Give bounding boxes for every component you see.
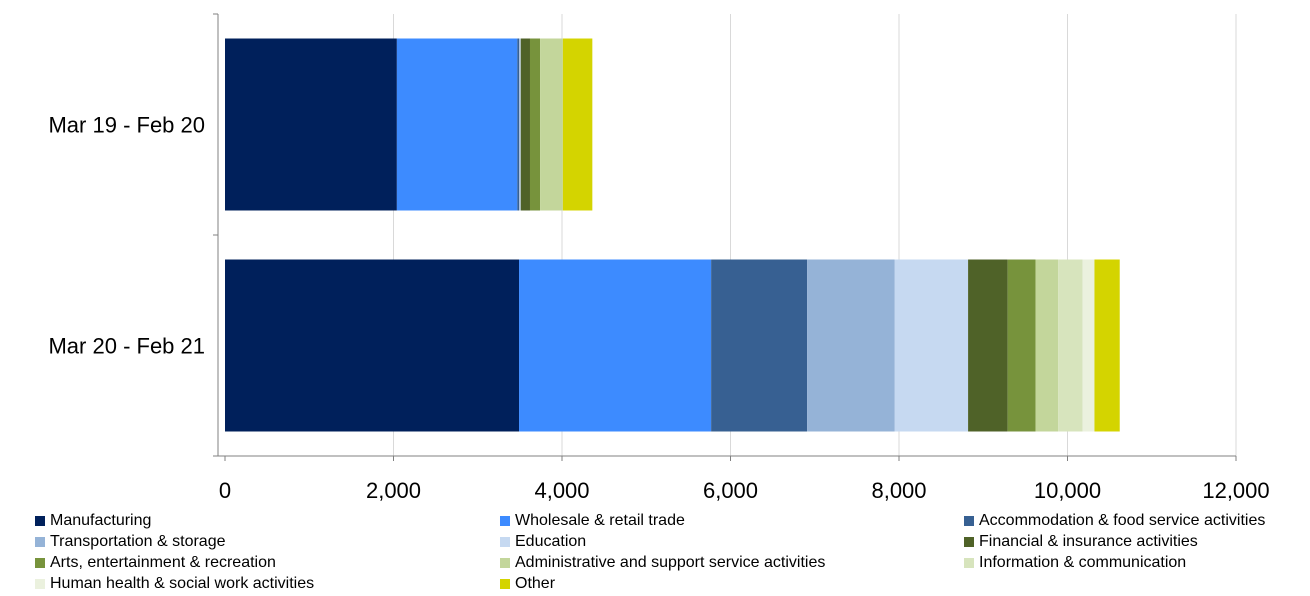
legend-item: Education: [500, 533, 586, 551]
legend-swatch: [500, 516, 510, 526]
legend-label: Accommodation & food service activities: [979, 512, 1266, 529]
bar-segment: [1035, 259, 1059, 432]
bar-segment: [519, 259, 712, 432]
legend-swatch: [500, 537, 510, 547]
x-tick-label: 6,000: [703, 478, 758, 503]
legend-item: Accommodation & food service activities: [964, 512, 1265, 530]
legend-item: Transportation & storage: [35, 533, 226, 551]
legend-item: Human health & social work activities: [35, 575, 314, 593]
legend-item: Wholesale & retail trade: [500, 512, 685, 530]
bar-segment: [562, 38, 593, 211]
x-tick-label: 10,000: [1034, 478, 1101, 503]
legend-label: Financial & insurance activities: [979, 533, 1198, 550]
bar-segment: [396, 38, 518, 211]
bar-segment: [540, 38, 563, 211]
chart-legend: Manufacturing Wholesale & retail trade Acc…: [0, 512, 1310, 596]
legend-label: Other: [515, 575, 556, 592]
stacked-bar-chart: 0 2,000 4,000 6,000 8,000 10,000 12,000 Mar 19 …: [48, 13, 1270, 503]
bar-segment: [711, 259, 808, 432]
bar-segment: [519, 38, 521, 211]
legend-swatch: [35, 579, 45, 589]
legend-label: Wholesale & retail trade: [515, 512, 685, 529]
legend-label: Education: [515, 533, 587, 550]
bar-segment: [1094, 259, 1120, 432]
legend-swatch: [500, 579, 510, 589]
bar-segment: [894, 259, 969, 432]
legend-label: Information & communication: [979, 554, 1187, 571]
legend-swatch: [964, 516, 974, 526]
bar-segment: [225, 259, 520, 432]
y-category-label: Mar 19 - Feb 20: [48, 113, 205, 138]
x-tick-label: 0: [219, 478, 231, 503]
legend-swatch: [964, 558, 974, 568]
legend-item: Other: [500, 575, 555, 593]
bar-segment: [517, 38, 520, 211]
x-tick-label: 12,000: [1202, 478, 1269, 503]
legend-label: Transportation & storage: [50, 533, 226, 550]
legend-label: Manufacturing: [50, 512, 152, 529]
legend-swatch: [35, 537, 45, 547]
legend-label: Human health & social work activities: [50, 575, 315, 592]
legend-label: Arts, entertainment & recreation: [50, 554, 276, 571]
bar-segment: [529, 38, 541, 211]
legend-swatch: [500, 558, 510, 568]
bar-segment: [225, 38, 397, 211]
x-tick-label: 8,000: [871, 478, 926, 503]
x-tick-label: 4,000: [534, 478, 589, 503]
legend-label: Administrative and support service activ…: [515, 554, 826, 571]
legend-item: Administrative and support service activ…: [500, 554, 825, 572]
legend-item: Financial & insurance activities: [964, 533, 1198, 551]
x-tick-label: 2,000: [366, 478, 421, 503]
bar-segment: [968, 259, 1008, 432]
bar-segment: [520, 38, 530, 211]
legend-item: Arts, entertainment & recreation: [35, 554, 276, 572]
legend-item: Manufacturing: [35, 512, 151, 530]
legend-swatch: [35, 558, 45, 568]
bar-segment: [1082, 259, 1095, 432]
legend-item: Information & communication: [964, 554, 1186, 572]
bar-segment: [1058, 259, 1083, 432]
bar-segment: [1007, 259, 1036, 432]
legend-swatch: [35, 516, 45, 526]
bar-segment: [519, 38, 520, 211]
legend-swatch: [964, 537, 974, 547]
bar-segment: [807, 259, 895, 432]
y-category-label: Mar 20 - Feb 21: [48, 334, 205, 359]
